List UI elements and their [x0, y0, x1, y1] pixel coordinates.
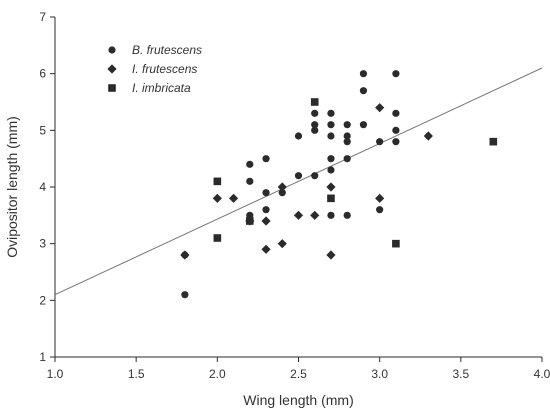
- legend-marker-square: [108, 84, 116, 92]
- data-point-circle: [343, 132, 351, 140]
- data-point-circle: [262, 189, 270, 197]
- data-point-diamond: [277, 239, 287, 249]
- data-point-circle: [376, 138, 384, 146]
- data-point-diamond: [212, 193, 222, 203]
- data-point-square: [246, 217, 254, 225]
- data-point-diamond: [326, 182, 336, 192]
- data-point-diamond: [326, 250, 336, 260]
- y-tick-label: 4: [39, 180, 46, 194]
- data-point-circle: [311, 121, 319, 129]
- data-point-circle: [294, 132, 303, 140]
- y-axis-label: Ovipositor length (mm): [4, 116, 20, 258]
- data-point-circle: [376, 206, 384, 214]
- x-tick-label: 4.0: [534, 367, 550, 381]
- data-point-circle: [246, 211, 254, 219]
- x-tick-label: 2.5: [290, 367, 307, 381]
- data-point-circle: [246, 177, 254, 185]
- data-point-square: [213, 234, 222, 242]
- legend-label: I. imbricata: [132, 81, 191, 95]
- data-point-circle: [343, 155, 351, 163]
- data-point-circle: [392, 126, 400, 134]
- data-point-circle: [343, 211, 351, 219]
- data-point-circle: [327, 166, 335, 174]
- data-point-circle: [327, 155, 335, 163]
- legend-label: B. frutescens: [132, 43, 202, 57]
- data-point-circle: [181, 291, 189, 299]
- axes: [54, 17, 542, 358]
- data-point-circle: [359, 70, 368, 78]
- y-tick-label: 7: [39, 10, 46, 24]
- x-tick-label: 1.0: [47, 367, 64, 381]
- data-point-circle: [246, 160, 254, 168]
- data-point-circle: [327, 132, 335, 140]
- data-point-circle: [327, 121, 335, 129]
- data-point-diamond: [375, 193, 385, 203]
- x-axis-label: Wing length (mm): [243, 392, 353, 408]
- legend: B. frutescens I. frutescens I. imbricata: [107, 43, 202, 95]
- x-tick-label: 3.5: [452, 367, 469, 381]
- data-point-diamond: [261, 216, 271, 226]
- data-point-diamond: [423, 131, 433, 141]
- data-point-circle: [343, 138, 351, 146]
- data-points: [180, 70, 498, 299]
- data-point-circle: [343, 121, 351, 129]
- x-tick-label: 3.0: [371, 367, 388, 381]
- data-point-diamond: [375, 103, 385, 113]
- data-point-square: [489, 137, 498, 146]
- data-point-circle: [392, 109, 400, 117]
- y-tick-label: 1: [39, 350, 46, 364]
- data-point-diamond: [277, 182, 287, 192]
- data-point-diamond: [228, 193, 239, 203]
- data-point-circle: [392, 138, 400, 146]
- legend-marker-diamond: [107, 64, 117, 74]
- x-axis-ticks: 1.0 1.5 2.0 2.5 3.0 3.5 4.0: [47, 357, 550, 381]
- data-point-square: [392, 239, 400, 248]
- data-point-square: [213, 177, 222, 186]
- data-point-circle: [262, 206, 270, 214]
- y-tick-label: 2: [39, 293, 46, 307]
- data-point-circle: [359, 121, 368, 129]
- legend-marker-circle: [108, 46, 116, 54]
- data-point-circle: [278, 189, 286, 197]
- y-tick-label: 3: [39, 237, 46, 251]
- data-point-diamond: [293, 210, 304, 220]
- data-point-circle: [294, 172, 303, 180]
- data-point-circle: [311, 126, 319, 134]
- regression-line: [54, 67, 543, 296]
- x-tick-label: 1.5: [128, 367, 145, 381]
- data-point-diamond: [180, 250, 190, 260]
- data-point-square: [327, 194, 335, 203]
- y-axis-ticks: 1 2 3 4 5 6 7: [39, 10, 55, 364]
- data-point-circle: [392, 70, 400, 78]
- y-tick-label: 5: [39, 123, 46, 137]
- data-point-square: [310, 98, 319, 106]
- data-point-circle: [311, 109, 319, 117]
- data-point-diamond: [310, 210, 320, 220]
- y-tick-label: 6: [39, 67, 46, 81]
- data-point-circle: [311, 172, 319, 180]
- legend-label: I. frutescens: [132, 62, 197, 76]
- data-point-circle: [262, 155, 270, 163]
- data-point-circle: [327, 109, 335, 117]
- data-point-circle: [359, 87, 368, 95]
- data-point-diamond: [261, 244, 271, 254]
- data-point-circle: [327, 211, 335, 219]
- x-tick-label: 2.0: [209, 367, 226, 381]
